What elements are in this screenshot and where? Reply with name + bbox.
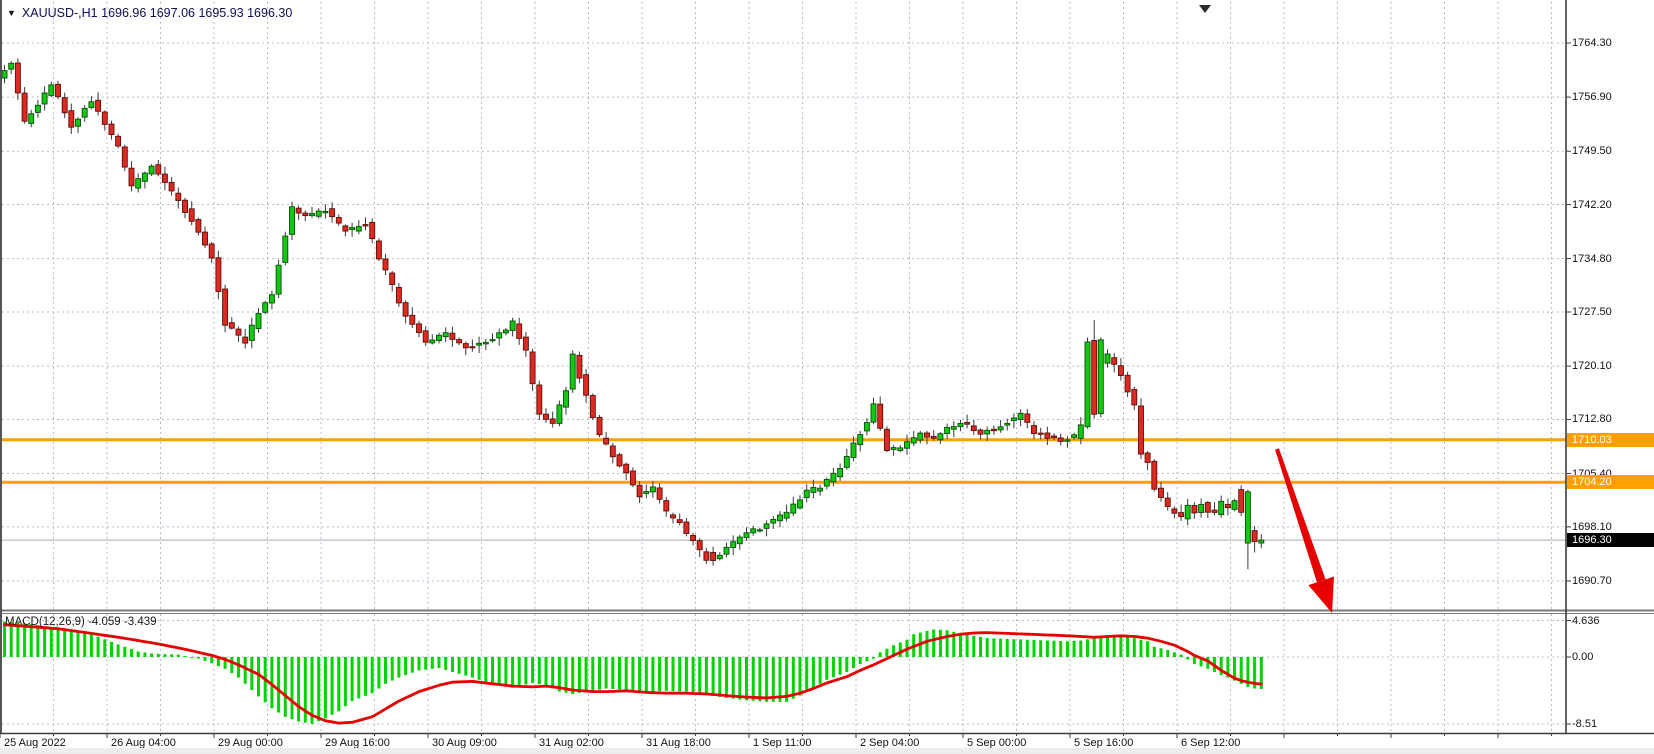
symbol-dropdown-icon[interactable]: ▼ <box>7 8 16 18</box>
price-axis-label: 1727.50 <box>1572 306 1612 318</box>
time-axis-label: 5 Sep 00:00 <box>967 737 1027 749</box>
macd-signal-line <box>3 623 1263 725</box>
price-axis-label: 1742.20 <box>1572 199 1612 211</box>
macd-axis-label: 0.00 <box>1572 651 1594 663</box>
chart-frame <box>0 0 1654 738</box>
price-axis-label: 1690.70 <box>1572 575 1612 587</box>
macd-name: MACD(12,26,9) <box>5 616 85 628</box>
trend-arrow-annotation[interactable] <box>1275 448 1334 613</box>
hline-price-tag-lower: 1704.20 <box>1567 475 1654 489</box>
price-axis-label: 1712.80 <box>1572 413 1612 425</box>
time-axis-label: 29 Aug 16:00 <box>325 737 390 749</box>
chart-shift-marker <box>1199 5 1211 13</box>
candle-wicks <box>4 58 1262 570</box>
macd-axis-label: -8.51 <box>1572 718 1598 730</box>
price-axis-label: 1749.50 <box>1572 145 1612 157</box>
price-axis-label: 1734.80 <box>1572 253 1612 265</box>
symbol-timeframe: XAUUSD-,H1 <box>21 6 98 20</box>
time-axis-label: 26 Aug 04:00 <box>111 737 176 749</box>
time-axis-label: 31 Aug 02:00 <box>539 737 604 749</box>
time-axis-label: 29 Aug 00:00 <box>218 737 283 749</box>
window-bottom-strip <box>0 748 1654 754</box>
price-axis-label: 1720.10 <box>1572 360 1612 372</box>
ohlc-quote: 1696.96 1697.06 1695.93 1696.30 <box>101 6 293 20</box>
hline-price-tag-upper: 1710.03 <box>1567 433 1654 447</box>
price-axis-label: 1764.30 <box>1572 37 1612 49</box>
macd-axis-label: 4.636 <box>1572 615 1600 627</box>
time-axis-label: 30 Aug 09:00 <box>432 737 497 749</box>
candle-bodies <box>1 62 1265 561</box>
chart-header: ▼ XAUUSD-,H1 1696.96 1697.06 1695.93 1696… <box>7 6 292 20</box>
time-axis-label: 5 Sep 16:00 <box>1074 737 1134 749</box>
price-axis-label: 1698.10 <box>1572 521 1612 533</box>
grid-lines <box>2 2 1566 733</box>
time-axis-label: 31 Aug 18:00 <box>646 737 711 749</box>
last-price-tag: 1696.30 <box>1567 533 1654 547</box>
price-axis-label: 1756.90 <box>1572 91 1612 103</box>
support-resistance-lines <box>2 438 1566 484</box>
time-axis-label: 2 Sep 04:00 <box>860 737 920 749</box>
time-axis-label: 25 Aug 2022 <box>4 737 66 749</box>
time-axis-label: 1 Sep 11:00 <box>753 737 812 749</box>
time-axis-label: 6 Sep 12:00 <box>1181 737 1241 749</box>
macd-indicator-label: MACD(12,26,9) -4.059 -3.439 <box>5 616 157 628</box>
macd-values: -4.059 -3.439 <box>88 616 157 628</box>
